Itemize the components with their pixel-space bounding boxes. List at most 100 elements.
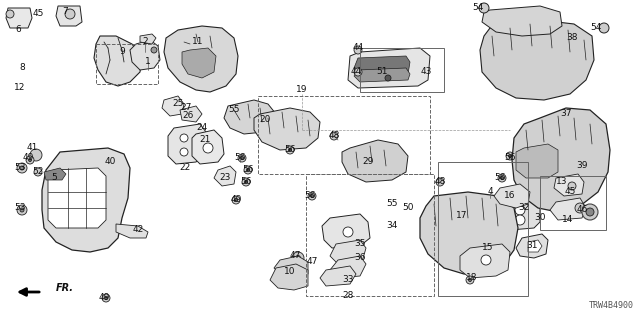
Text: 37: 37 <box>560 109 572 118</box>
Text: 12: 12 <box>14 84 26 92</box>
Polygon shape <box>420 192 518 274</box>
Bar <box>306 174 434 296</box>
Text: 56: 56 <box>494 173 506 182</box>
Polygon shape <box>42 148 130 252</box>
Polygon shape <box>56 6 82 26</box>
Text: 6: 6 <box>15 26 21 35</box>
Text: 22: 22 <box>179 164 191 172</box>
Polygon shape <box>180 106 202 122</box>
Text: 42: 42 <box>132 226 143 235</box>
Circle shape <box>582 204 598 220</box>
Text: 48: 48 <box>328 132 340 140</box>
Polygon shape <box>330 240 366 264</box>
Circle shape <box>292 252 304 264</box>
Polygon shape <box>6 8 32 28</box>
Circle shape <box>436 178 444 186</box>
Circle shape <box>509 155 511 157</box>
Circle shape <box>6 10 14 18</box>
Circle shape <box>330 132 338 140</box>
Circle shape <box>244 180 248 183</box>
Polygon shape <box>116 224 148 238</box>
Polygon shape <box>354 56 410 76</box>
Bar <box>96 44 158 84</box>
Polygon shape <box>182 48 216 78</box>
Polygon shape <box>502 196 540 230</box>
Text: 14: 14 <box>563 215 573 225</box>
Circle shape <box>30 149 42 161</box>
Text: 44: 44 <box>353 44 364 52</box>
Text: 46: 46 <box>576 205 588 214</box>
Circle shape <box>468 278 472 282</box>
Polygon shape <box>224 100 276 134</box>
Circle shape <box>180 148 188 156</box>
Text: 34: 34 <box>387 221 397 230</box>
Text: 1: 1 <box>145 58 151 67</box>
Circle shape <box>354 68 362 76</box>
Circle shape <box>310 195 314 197</box>
Circle shape <box>498 174 506 182</box>
Circle shape <box>586 208 594 216</box>
Text: 15: 15 <box>483 244 493 252</box>
Circle shape <box>515 215 525 225</box>
Polygon shape <box>348 48 430 88</box>
Circle shape <box>151 47 157 53</box>
Text: 54: 54 <box>590 23 602 33</box>
Text: 50: 50 <box>403 204 413 212</box>
Text: 28: 28 <box>342 292 354 300</box>
Text: 35: 35 <box>355 239 365 249</box>
Text: 16: 16 <box>504 191 516 201</box>
Text: 10: 10 <box>284 268 296 276</box>
Circle shape <box>506 152 514 160</box>
Text: 47: 47 <box>289 252 301 260</box>
Circle shape <box>238 154 246 162</box>
Text: 11: 11 <box>192 37 204 46</box>
Circle shape <box>481 255 491 265</box>
Bar <box>360 48 444 92</box>
Text: 17: 17 <box>456 212 468 220</box>
Text: 4: 4 <box>487 188 493 196</box>
Bar <box>438 162 528 296</box>
Circle shape <box>20 208 24 212</box>
Text: 38: 38 <box>566 34 578 43</box>
Polygon shape <box>192 130 224 164</box>
Circle shape <box>232 196 240 204</box>
Text: 23: 23 <box>220 173 230 182</box>
Text: 32: 32 <box>518 204 530 212</box>
Circle shape <box>102 294 110 302</box>
Circle shape <box>244 166 252 174</box>
Polygon shape <box>214 166 236 186</box>
Circle shape <box>296 255 301 260</box>
Polygon shape <box>44 168 66 180</box>
Text: 7: 7 <box>62 7 68 17</box>
Text: 51: 51 <box>376 68 388 76</box>
Circle shape <box>242 178 250 186</box>
Polygon shape <box>320 266 356 286</box>
Text: 56: 56 <box>284 146 296 155</box>
Polygon shape <box>480 20 594 100</box>
Text: 55: 55 <box>228 106 240 115</box>
Circle shape <box>20 166 24 170</box>
Text: 29: 29 <box>362 157 374 166</box>
Text: 24: 24 <box>196 124 207 132</box>
Text: 39: 39 <box>576 162 588 171</box>
Text: FR.: FR. <box>56 283 74 293</box>
Polygon shape <box>168 124 206 164</box>
Text: 18: 18 <box>467 274 477 283</box>
Polygon shape <box>554 174 584 196</box>
Circle shape <box>308 192 316 200</box>
Text: 31: 31 <box>526 242 538 251</box>
Text: 54: 54 <box>472 4 484 12</box>
Text: 26: 26 <box>182 111 194 121</box>
Text: 49: 49 <box>99 293 109 302</box>
Polygon shape <box>516 144 558 178</box>
Circle shape <box>34 168 42 176</box>
Circle shape <box>568 182 576 190</box>
Circle shape <box>234 198 237 202</box>
Circle shape <box>575 203 585 213</box>
Circle shape <box>203 143 213 153</box>
Circle shape <box>286 146 294 154</box>
Circle shape <box>29 158 31 162</box>
Text: 47: 47 <box>307 258 317 267</box>
Polygon shape <box>354 68 410 82</box>
Circle shape <box>246 169 250 172</box>
